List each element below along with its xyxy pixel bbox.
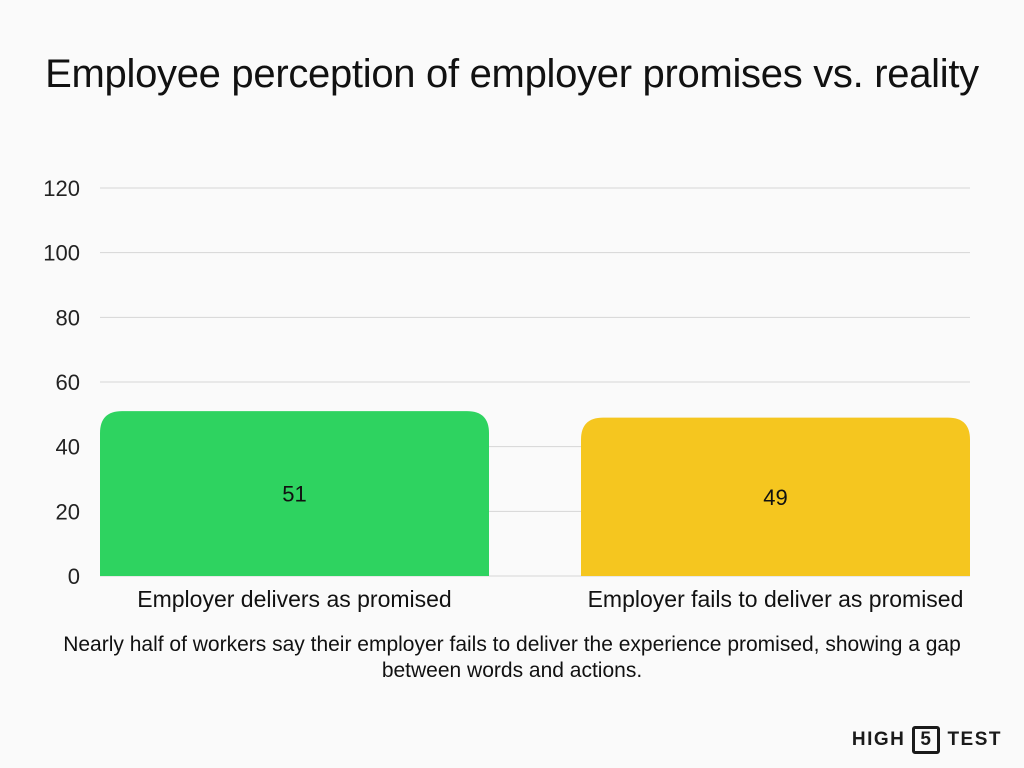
y-tick-label: 80 — [56, 305, 80, 330]
x-axis-categories: Employer delivers as promised Employer fa… — [137, 586, 963, 612]
x-category-label: Employer fails to deliver as promised — [588, 586, 964, 612]
y-tick-label: 20 — [56, 499, 80, 524]
brand-text-left: HIGH — [851, 729, 906, 750]
bar — [100, 411, 489, 576]
y-tick-label: 0 — [68, 564, 80, 589]
x-category-label: Employer delivers as promised — [137, 586, 451, 612]
brand-logo: HIGH 5 TEST — [852, 726, 1002, 754]
bar-data-label: 51 — [282, 482, 306, 507]
y-tick-label: 40 — [56, 435, 80, 460]
y-tick-label: 60 — [56, 370, 80, 395]
bar — [581, 417, 970, 576]
brand-box-number: 5 — [912, 726, 941, 754]
y-tick-label: 120 — [43, 176, 80, 201]
y-axis-ticks: 0 20 40 60 80 100 120 — [43, 176, 80, 589]
bars: 51 49 — [100, 411, 970, 576]
brand-text-right: TEST — [947, 729, 1002, 750]
chart-title: Employee perception of employer promises… — [45, 52, 979, 96]
chart-caption: Nearly half of workers say their employe… — [63, 633, 961, 682]
bar-data-label: 49 — [763, 485, 787, 510]
y-tick-label: 100 — [43, 241, 80, 266]
